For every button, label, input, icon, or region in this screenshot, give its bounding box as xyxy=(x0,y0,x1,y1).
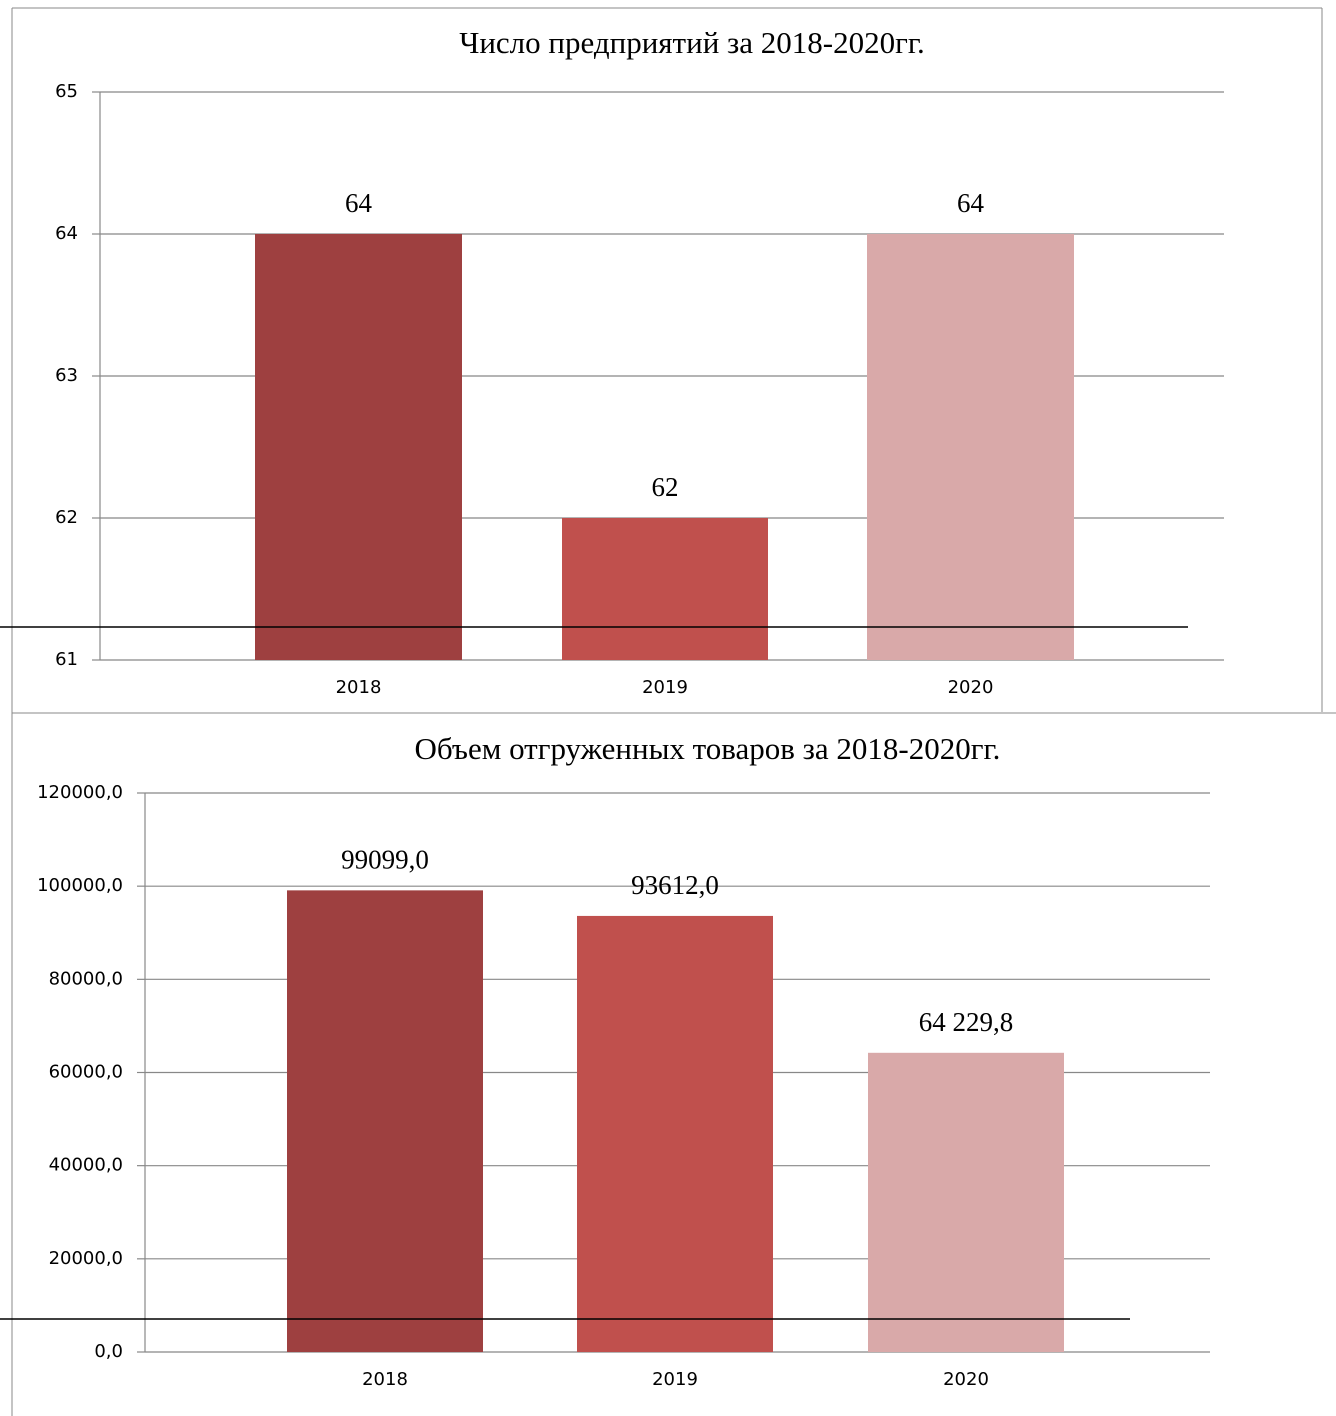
chart-title: Объем отгруженных товаров за 2018-2020гг… xyxy=(415,731,1001,766)
y-tick-label: 64 xyxy=(55,223,78,244)
y-tick-label: 62 xyxy=(55,507,78,528)
y-tick-label: 63 xyxy=(55,365,78,386)
bar xyxy=(255,234,462,660)
data-label: 64 229,8 xyxy=(919,1007,1014,1037)
bar xyxy=(867,234,1074,660)
y-tick-label: 120000,0 xyxy=(37,782,123,803)
y-tick-label: 0,0 xyxy=(94,1341,123,1362)
bar xyxy=(562,518,768,660)
data-label: 62 xyxy=(652,472,679,502)
bar xyxy=(577,915,773,1352)
chart-title: Число предприятий за 2018-2020гг. xyxy=(459,25,925,60)
x-tick-label: 2018 xyxy=(362,1369,408,1390)
x-tick-label: 2020 xyxy=(948,677,994,698)
data-label: 93612,0 xyxy=(631,870,719,900)
y-tick-label: 20000,0 xyxy=(49,1248,123,1269)
y-tick-label: 100000,0 xyxy=(37,875,123,896)
x-tick-label: 2018 xyxy=(336,677,382,698)
y-tick-label: 61 xyxy=(55,649,78,670)
x-tick-label: 2019 xyxy=(652,1369,698,1390)
bar xyxy=(868,1052,1064,1352)
data-label: 64 xyxy=(957,188,985,218)
bar xyxy=(287,890,483,1352)
y-tick-label: 80000,0 xyxy=(49,968,123,989)
y-tick-label: 40000,0 xyxy=(49,1155,123,1176)
data-label: 99099,0 xyxy=(341,845,429,875)
y-tick-label: 65 xyxy=(55,81,78,102)
x-tick-label: 2019 xyxy=(642,677,688,698)
data-label: 64 xyxy=(345,188,373,218)
x-tick-label: 2020 xyxy=(943,1369,989,1390)
y-tick-label: 60000,0 xyxy=(49,1062,123,1083)
